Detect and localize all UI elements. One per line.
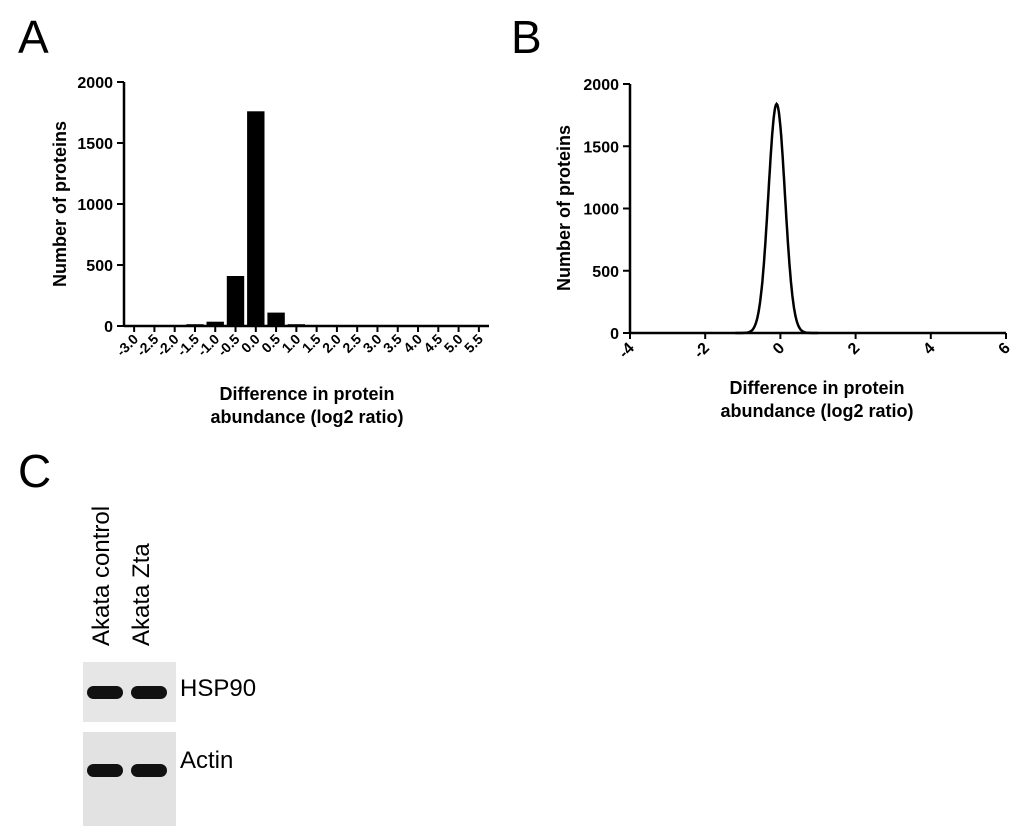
histogram-bar: [307, 325, 326, 326]
lane-label-control: Akata control: [88, 505, 115, 646]
lane-label-zta: Akata Zta: [128, 543, 155, 646]
blot-strip-hsp90: [83, 662, 176, 722]
histogram-bar: [267, 312, 285, 326]
histogram-bar: [287, 324, 305, 326]
histogram-bar: [247, 111, 265, 326]
histogram-bar: [206, 321, 224, 326]
x-tick-label: -2: [691, 340, 713, 362]
histogram-bar: [186, 324, 204, 326]
panel-label-b: B: [511, 11, 542, 63]
blot-band-row: [87, 686, 172, 699]
x-axis-label-line2: abundance (log2 ratio): [720, 401, 913, 421]
blot-band-row: [87, 764, 172, 777]
y-tick-label: 0: [104, 319, 113, 336]
histogram-bar: [226, 276, 245, 326]
x-tick-label: -4: [616, 340, 638, 362]
histogram-bar: [166, 325, 184, 327]
blot-label-actin: Actin: [180, 747, 234, 774]
y-tick-label: 2000: [77, 75, 113, 92]
histogram-bar: [328, 325, 346, 327]
blot-label-hsp90: HSP90: [180, 675, 257, 702]
panel-label-c: C: [18, 445, 52, 497]
band-control: [87, 764, 123, 777]
x-axis-label-line2: abundance (log2 ratio): [210, 407, 403, 427]
x-tick-label: 5.5: [461, 331, 486, 356]
x-tick-label: 6: [996, 340, 1014, 358]
y-tick-label: 500: [86, 258, 113, 275]
y-tick-label: 1500: [77, 136, 113, 153]
distribution-curve-chart: 0 500 1000 1500 2000 -4 -2 0 2 4 6 Number of prot…: [554, 77, 1014, 421]
band-zta: [131, 764, 167, 777]
y-tick-label: 2000: [583, 77, 619, 94]
y-tick-label: 1000: [77, 197, 113, 214]
blot-strip-actin: [83, 732, 176, 826]
x-tick-label: 4: [920, 340, 938, 358]
y-tick-label: 1000: [583, 202, 619, 219]
y-axis-label: Number of proteins: [50, 121, 70, 287]
x-tick-label: 2: [845, 340, 863, 358]
distribution-curve: [735, 101, 818, 335]
x-tick-label: 0: [770, 340, 788, 358]
y-tick-label: 1500: [583, 139, 619, 156]
panel-label-a: A: [18, 11, 49, 63]
x-axis-label-line1: Difference in protein: [729, 378, 904, 398]
y-axis-label: Number of proteins: [554, 125, 574, 291]
band-control: [87, 686, 123, 699]
band-zta: [131, 686, 167, 699]
y-tick-label: 0: [610, 326, 619, 343]
x-axis-label-line1: Difference in protein: [219, 384, 394, 404]
y-tick-label: 500: [592, 264, 619, 281]
